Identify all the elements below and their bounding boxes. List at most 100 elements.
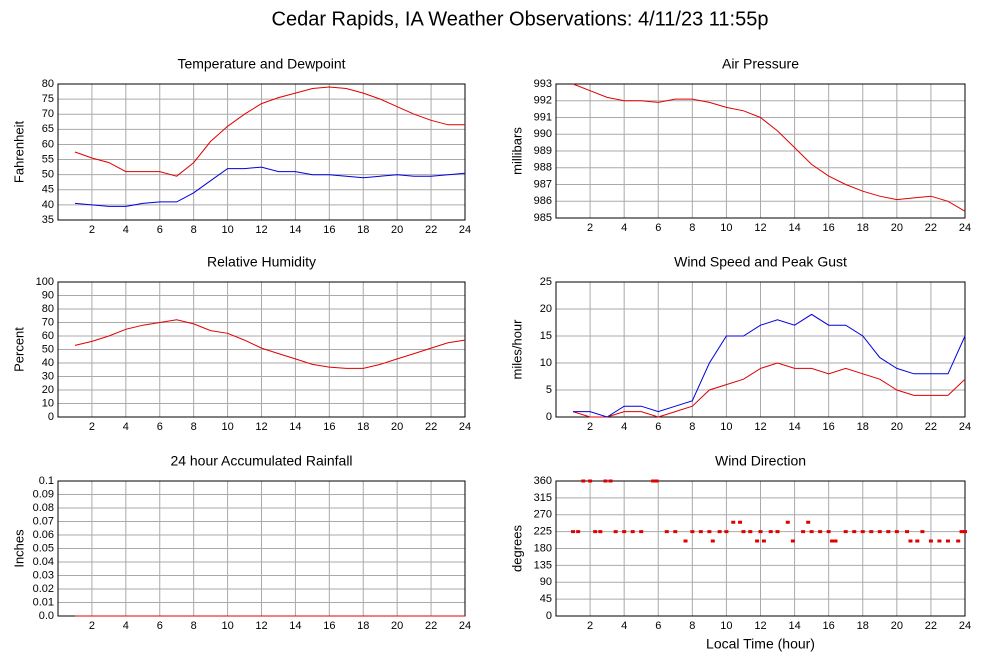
- x-tick-label: 18: [857, 620, 869, 632]
- x-tick-label: 6: [655, 620, 661, 632]
- data-point: [707, 530, 712, 534]
- x-tick-label: 8: [689, 620, 695, 632]
- y-tick-label: 270: [534, 509, 552, 521]
- y-tick-label: 80: [42, 303, 54, 315]
- y-tick-label: 0.05: [33, 542, 54, 554]
- y-axis-label: Fahrenheit: [11, 121, 26, 184]
- data-point: [588, 479, 593, 483]
- x-tick-label: 20: [391, 620, 403, 632]
- x-tick-label: 20: [391, 421, 403, 433]
- y-tick-label: 180: [534, 542, 552, 554]
- data-point: [928, 539, 933, 543]
- y-tick-label: 0.09: [33, 488, 54, 500]
- x-tick-label: 4: [621, 620, 627, 632]
- data-point: [768, 530, 773, 534]
- data-line: [573, 313, 966, 418]
- y-tick-label: 0.02: [33, 583, 54, 595]
- y-tick-label: 0.08: [33, 502, 54, 514]
- data-point: [598, 530, 603, 534]
- data-point: [806, 520, 811, 524]
- x-tick-label: 4: [123, 421, 129, 433]
- y-tick-label: 50: [42, 343, 54, 355]
- x-tick-label: 22: [425, 224, 437, 236]
- x-tick-label: 6: [157, 224, 163, 236]
- chart-title: 24 hour Accumulated Rainfall: [170, 453, 352, 469]
- y-tick-label: 40: [42, 199, 54, 211]
- data-point: [651, 479, 656, 483]
- y-tick-label: 80: [42, 78, 54, 90]
- chart-title: Air Pressure: [722, 56, 799, 72]
- y-tick-label: 65: [42, 123, 54, 135]
- data-point: [571, 530, 576, 534]
- y-tick-label: 0.1: [39, 475, 54, 487]
- data-point: [761, 539, 766, 543]
- data-point: [664, 530, 669, 534]
- x-tick-label: 16: [323, 620, 335, 632]
- chart-title: Wind Direction: [715, 453, 806, 469]
- y-tick-label: 985: [534, 212, 552, 224]
- x-tick-label: 20: [891, 222, 903, 234]
- x-tick-label: 10: [720, 620, 732, 632]
- x-tick-label: 14: [788, 620, 800, 632]
- y-tick-label: 991: [534, 111, 552, 123]
- data-point: [630, 530, 635, 534]
- data-point: [818, 530, 823, 534]
- data-point: [576, 530, 581, 534]
- data-point: [826, 530, 831, 534]
- x-tick-label: 18: [357, 620, 369, 632]
- data-point: [755, 539, 760, 543]
- y-tick-label: 15: [540, 330, 552, 342]
- x-tick-label: 12: [754, 421, 766, 433]
- x-tick-label: 12: [255, 620, 267, 632]
- y-tick-label: 5: [546, 384, 552, 396]
- data-point: [959, 530, 964, 534]
- x-tick-label: 2: [89, 224, 95, 236]
- x-tick-label: 10: [221, 224, 233, 236]
- x-tick-label: 10: [720, 222, 732, 234]
- data-point: [731, 520, 736, 524]
- y-axis-label: degrees: [509, 525, 524, 572]
- x-tick-label: 24: [459, 620, 471, 632]
- x-axis-label: Local Time (hour): [706, 636, 815, 652]
- data-point: [785, 520, 790, 524]
- x-tick-label: 24: [959, 620, 971, 632]
- data-point: [639, 530, 644, 534]
- y-tick-label: 0.06: [33, 529, 54, 541]
- y-tick-label: 0.0: [39, 610, 54, 622]
- data-point: [945, 539, 950, 543]
- x-tick-label: 8: [689, 222, 695, 234]
- plot-frame: [555, 480, 966, 617]
- x-tick-label: 18: [357, 224, 369, 236]
- x-tick-label: 20: [891, 421, 903, 433]
- y-tick-label: 0.01: [33, 596, 54, 608]
- data-line: [572, 362, 966, 418]
- data-point: [843, 530, 848, 534]
- x-tick-label: 14: [788, 421, 800, 433]
- y-tick-label: 35: [42, 214, 54, 226]
- y-tick-label: 315: [534, 492, 552, 504]
- x-tick-label: 16: [823, 620, 835, 632]
- y-tick-label: 20: [42, 384, 54, 396]
- data-point: [790, 539, 795, 543]
- y-tick-label: 40: [42, 357, 54, 369]
- data-point: [724, 530, 729, 534]
- data-point: [915, 539, 920, 543]
- y-tick-label: 55: [42, 153, 54, 165]
- plot-frame: [555, 281, 966, 418]
- data-point: [963, 530, 967, 534]
- y-tick-label: 50: [42, 169, 54, 181]
- x-tick-label: 16: [823, 421, 835, 433]
- data-point: [833, 539, 838, 543]
- data-point: [758, 530, 763, 534]
- data-point: [710, 539, 715, 543]
- y-tick-label: 0: [48, 411, 54, 423]
- x-tick-label: 22: [925, 222, 937, 234]
- y-tick-label: 100: [36, 276, 54, 288]
- y-tick-label: 986: [534, 195, 552, 207]
- y-tick-label: 90: [540, 576, 552, 588]
- data-point: [593, 530, 598, 534]
- y-tick-label: 0: [546, 610, 552, 622]
- chart-title: Wind Speed and Peak Gust: [674, 254, 847, 270]
- x-tick-label: 18: [357, 421, 369, 433]
